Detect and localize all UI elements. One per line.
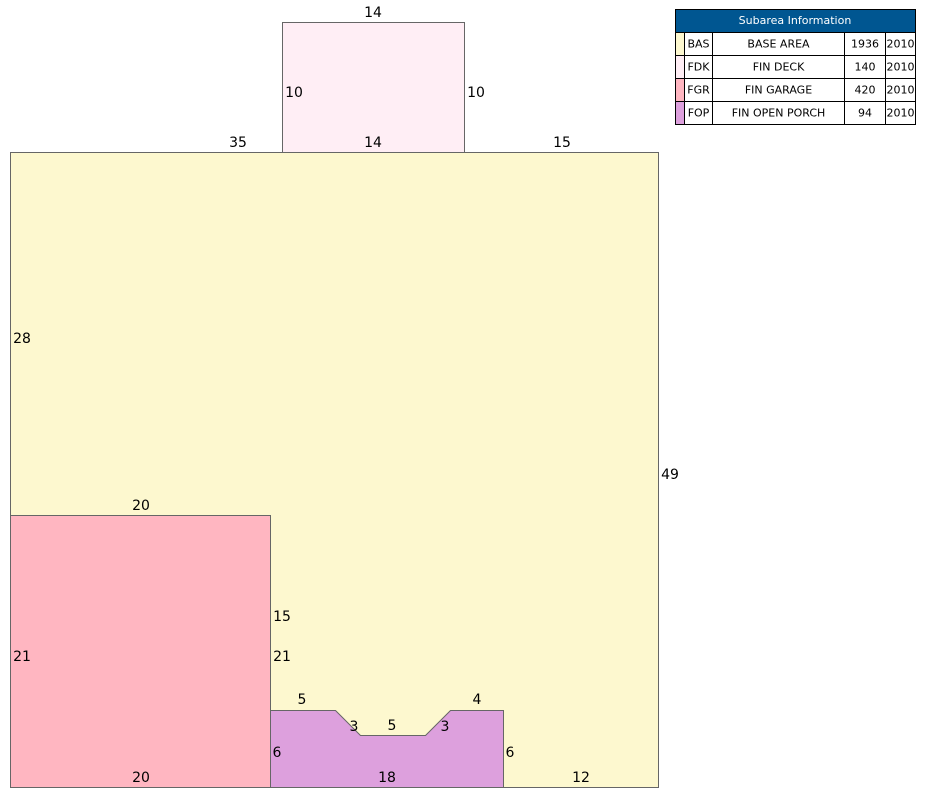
- dim-label: 5: [298, 692, 307, 708]
- dim-label: 12: [572, 770, 590, 786]
- dim-label: 20: [132, 498, 150, 514]
- dim-label: 20: [132, 770, 150, 786]
- dim-label: 5: [388, 718, 397, 734]
- fgr-area: [10, 515, 271, 788]
- cell-text: 420: [855, 84, 876, 97]
- fop-area: [270, 710, 504, 788]
- dimension-labels: 14 10 10 35 14 15 28 49 20 15 21 21 5 4 …: [13, 5, 679, 786]
- dim-label: 21: [13, 649, 31, 665]
- dim-label: 21: [273, 649, 291, 665]
- cell-text: FOP: [688, 107, 710, 120]
- swatch: [675, 32, 685, 56]
- cell-text: BAS: [687, 38, 709, 51]
- cell-text: 2010: [887, 38, 915, 51]
- dim-label: 6: [506, 745, 515, 761]
- swatch: [675, 55, 685, 79]
- cell-text: 1936: [851, 38, 879, 51]
- cell-text: FGR: [687, 84, 710, 97]
- dim-label: 3: [350, 719, 359, 735]
- dim-label: 3: [441, 719, 450, 735]
- dim-label: 49: [661, 467, 679, 483]
- table-title: Subarea Information: [739, 14, 852, 27]
- dim-label: 15: [553, 135, 571, 151]
- cell-text: BASE AREA: [747, 38, 810, 51]
- cell-text: FIN DECK: [753, 61, 805, 74]
- dim-label: 10: [467, 85, 485, 101]
- fdk-area: [282, 22, 465, 153]
- cell-text: 2010: [887, 107, 915, 120]
- table-cell: [885, 101, 916, 125]
- cell-text: 140: [855, 61, 876, 74]
- cell-text: 2010: [887, 61, 915, 74]
- dim-label: 14: [364, 135, 382, 151]
- cell-text: FIN GARAGE: [745, 84, 812, 97]
- dim-label: 14: [364, 5, 382, 21]
- cell-text: 94: [858, 107, 872, 120]
- cell-text: FDK: [687, 61, 710, 74]
- cell-text: 2010: [887, 84, 915, 97]
- dim-label: 28: [13, 331, 31, 347]
- dim-label: 15: [273, 609, 291, 625]
- dim-label: 6: [273, 745, 282, 761]
- cell-text: FIN OPEN PORCH: [732, 107, 826, 120]
- subarea-table: Subarea Information BAS BASE AREA 1936 2010…: [675, 9, 916, 125]
- swatch: [675, 101, 685, 125]
- dim-label: 35: [229, 135, 247, 151]
- dim-label: 4: [473, 692, 482, 708]
- swatch: [675, 78, 685, 102]
- dim-label: 18: [378, 770, 396, 786]
- dim-label: 10: [285, 85, 303, 101]
